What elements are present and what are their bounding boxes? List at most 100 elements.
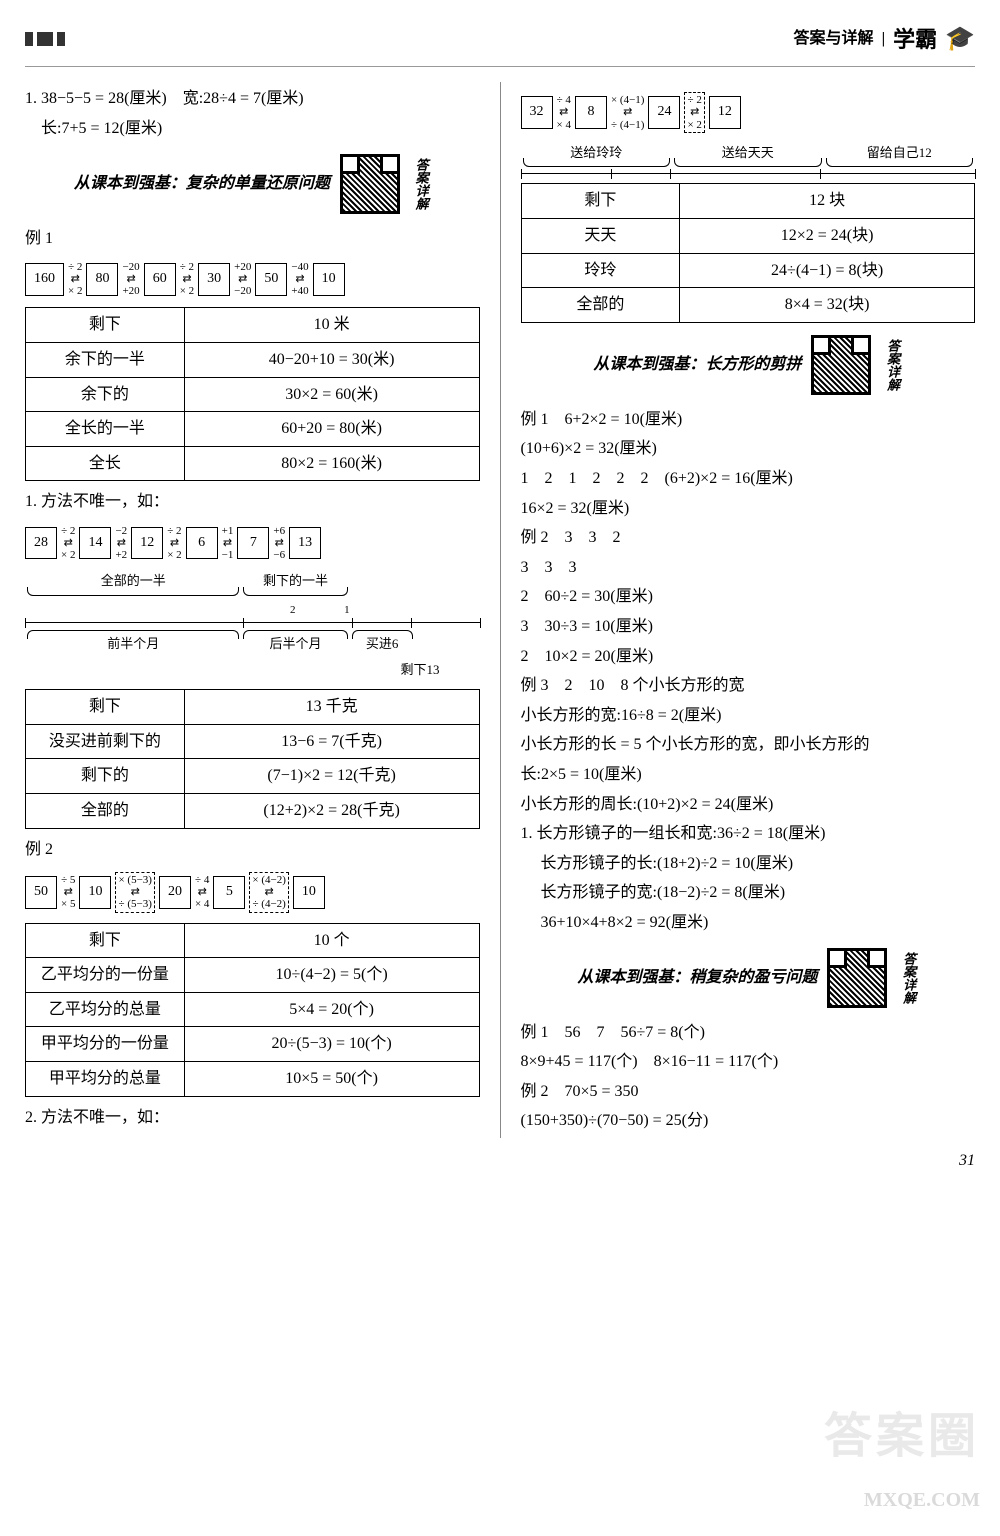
table-cell: 剩下 xyxy=(26,923,185,958)
table-row: 天天12×2 = 24(块) xyxy=(521,219,975,254)
text-line: 长:7+5 = 12(厘米) xyxy=(25,116,480,142)
text-line: 小长方形的宽:16÷8 = 2(厘米) xyxy=(521,703,976,729)
table-cell: 余下的 xyxy=(26,377,185,412)
flow-box: 13 xyxy=(289,527,321,559)
table-4: 剩下12 块天天12×2 = 24(块)玲玲24÷(4−1) = 8(块)全部的… xyxy=(521,183,976,322)
flow-box: 10 xyxy=(79,876,111,908)
text-line: 例 1 56 7 56÷7 = 8(个) xyxy=(521,1020,976,1046)
text-line: 长方形镜子的长:(18+2)÷2 = 10(厘米) xyxy=(521,851,976,877)
header-marks xyxy=(25,32,65,46)
table-cell: 玲玲 xyxy=(521,253,680,288)
flow-arrows: −40⇄+40 xyxy=(291,261,308,297)
table-row: 没买进前剩下的13−6 = 7(千克) xyxy=(26,724,480,759)
table-cell: 剩下的 xyxy=(26,759,185,794)
section-title-text: 从课本到强基：稍复杂的盈亏问题 xyxy=(577,965,817,991)
text-line: (10+6)×2 = 32(厘米) xyxy=(521,436,976,462)
table-row: 全部的(12+2)×2 = 28(千克) xyxy=(26,794,480,829)
text-block-3: 例 1 56 7 56÷7 = 8(个)8×9+45 = 117(个) 8×16… xyxy=(521,1020,976,1134)
flow-box: 32 xyxy=(521,96,553,128)
text-line: 16×2 = 32(厘米) xyxy=(521,496,976,522)
flow-box: 50 xyxy=(25,876,57,908)
number-line xyxy=(521,173,976,175)
watermark: 答案圈 xyxy=(824,1399,980,1476)
qr-code-icon xyxy=(340,154,400,214)
flow-box: 24 xyxy=(648,96,680,128)
text-line: 2 60÷2 = 30(厘米) xyxy=(521,584,976,610)
flow-box: 20 xyxy=(159,876,191,908)
section-title-text: 从课本到强基：长方形的剪拼 xyxy=(593,352,801,378)
table-cell: 全部的 xyxy=(26,794,185,829)
right-column: 32÷ 4⇄× 48× (4−1)⇄÷ (4−1)24÷ 2⇄× 212 送给玲… xyxy=(521,82,976,1138)
flow-arrows: ÷ 2⇄× 2 xyxy=(180,261,194,297)
bracket-label: 前半个月 xyxy=(25,630,241,655)
table-row: 甲平均分的一份量20÷(5−3) = 10(个) xyxy=(26,1027,480,1062)
table-cell: 12 块 xyxy=(680,184,975,219)
text-line: 例 2 70×5 = 350 xyxy=(521,1079,976,1105)
table-cell: 10÷(4−2) = 5(个) xyxy=(184,958,479,993)
table-row: 剩下的(7−1)×2 = 12(千克) xyxy=(26,759,480,794)
flow-box: 6 xyxy=(186,527,218,559)
segment-diagram: 全部的一半 剩下的一半 2 1 前半个月 后半个月 买进6 剩下13 xyxy=(25,571,480,681)
bracket-label: 剩下的一半 xyxy=(241,571,349,596)
flow-box: 80 xyxy=(86,263,118,295)
bracket-label: 送给天天 xyxy=(672,143,824,168)
flow-box: 60 xyxy=(144,263,176,295)
left-column: 1. 38−5−5 = 28(厘米) 宽:28÷4 = 7(厘米) 长:7+5 … xyxy=(25,82,480,1138)
table-cell: 余下的一半 xyxy=(26,343,185,378)
section-title-1: 从课本到强基：复杂的单量还原问题 答案详解 xyxy=(25,154,480,214)
table-3: 剩下10 个乙平均分的一份量10÷(4−2) = 5(个)乙平均分的总量5×4 … xyxy=(25,923,480,1097)
example-label: 例 2 xyxy=(25,837,480,863)
flow-box: 10 xyxy=(313,263,345,295)
table-cell: 40−20+10 = 30(米) xyxy=(184,343,479,378)
watermark-url: MXQE.COM xyxy=(864,1484,980,1516)
table-cell: 全长 xyxy=(26,446,185,481)
table-cell: (7−1)×2 = 12(千克) xyxy=(184,759,479,794)
flow-diagram-3: 50÷ 5⇄× 510× (5−3)⇄÷ (5−3)20÷ 4⇄× 45× (4… xyxy=(25,872,480,912)
flow-box: 12 xyxy=(131,527,163,559)
text-line: 例 2 3 3 2 xyxy=(521,525,976,551)
header-subtitle: 答案与详解 xyxy=(794,26,874,52)
grad-cap-icon: 🎓 xyxy=(945,20,975,58)
text-line: 长方形镜子的宽:(18−2)÷2 = 8(厘米) xyxy=(521,880,976,906)
table-cell: 天天 xyxy=(521,219,680,254)
flow-diagram-1: 160÷ 2⇄× 280−20⇄+2060÷ 2⇄× 230+20⇄−2050−… xyxy=(25,261,480,297)
header-title: 答案与详解 | 学霸 🎓 xyxy=(794,20,975,58)
table-row: 玲玲24÷(4−1) = 8(块) xyxy=(521,253,975,288)
table-cell: 甲平均分的一份量 xyxy=(26,1027,185,1062)
text-line: 1. 长方形镜子的一组长和宽:36÷2 = 18(厘米) xyxy=(521,821,976,847)
text-line: 小长方形的周长:(10+2)×2 = 24(厘米) xyxy=(521,792,976,818)
table-cell: 乙平均分的总量 xyxy=(26,992,185,1027)
table-row: 剩下13 千克 xyxy=(26,690,480,725)
table-cell: 60+20 = 80(米) xyxy=(184,412,479,447)
table-row: 余下的一半40−20+10 = 30(米) xyxy=(26,343,480,378)
flow-arrows: +20⇄−20 xyxy=(234,261,251,297)
flow-diagram-4: 32÷ 4⇄× 48× (4−1)⇄÷ (4−1)24÷ 2⇄× 212 xyxy=(521,92,976,132)
table-cell: 剩下 xyxy=(521,184,680,219)
flow-arrows: −2⇄+2 xyxy=(115,525,127,561)
text-line: 小长方形的长 = 5 个小长方形的宽，即小长方形的 xyxy=(521,732,976,758)
table-cell: 没买进前剩下的 xyxy=(26,724,185,759)
number-line xyxy=(25,622,480,624)
table-cell: 剩下 xyxy=(26,308,185,343)
table-cell: 13−6 = 7(千克) xyxy=(184,724,479,759)
table-row: 全部的8×4 = 32(块) xyxy=(521,288,975,323)
flow-box: 160 xyxy=(25,263,64,295)
page-header: 答案与详解 | 学霸 🎓 xyxy=(25,20,975,67)
qr-label: 答案详解 xyxy=(410,158,431,210)
table-cell: 8×4 = 32(块) xyxy=(680,288,975,323)
table-cell: 80×2 = 160(米) xyxy=(184,446,479,481)
text-line: 36+10×4+8×2 = 92(厘米) xyxy=(521,910,976,936)
flow-box: 12 xyxy=(709,96,741,128)
qr-label: 答案详解 xyxy=(897,952,918,1004)
table-row: 全长的一半60+20 = 80(米) xyxy=(26,412,480,447)
text-line: 1. 38−5−5 = 28(厘米) 宽:28÷4 = 7(厘米) xyxy=(25,86,480,112)
table-row: 剩下10 米 xyxy=(26,308,480,343)
table-cell: 10×5 = 50(个) xyxy=(184,1061,479,1096)
column-divider xyxy=(500,82,501,1138)
flow-arrows: +1⇄−1 xyxy=(222,525,234,561)
table-1: 剩下10 米余下的一半40−20+10 = 30(米)余下的30×2 = 60(… xyxy=(25,307,480,481)
table-cell: 13 千克 xyxy=(184,690,479,725)
flow-box: 14 xyxy=(79,527,111,559)
flow-arrows: ÷ 2⇄× 2 xyxy=(61,525,75,561)
flow-arrows: ÷ 4⇄× 4 xyxy=(557,94,571,130)
